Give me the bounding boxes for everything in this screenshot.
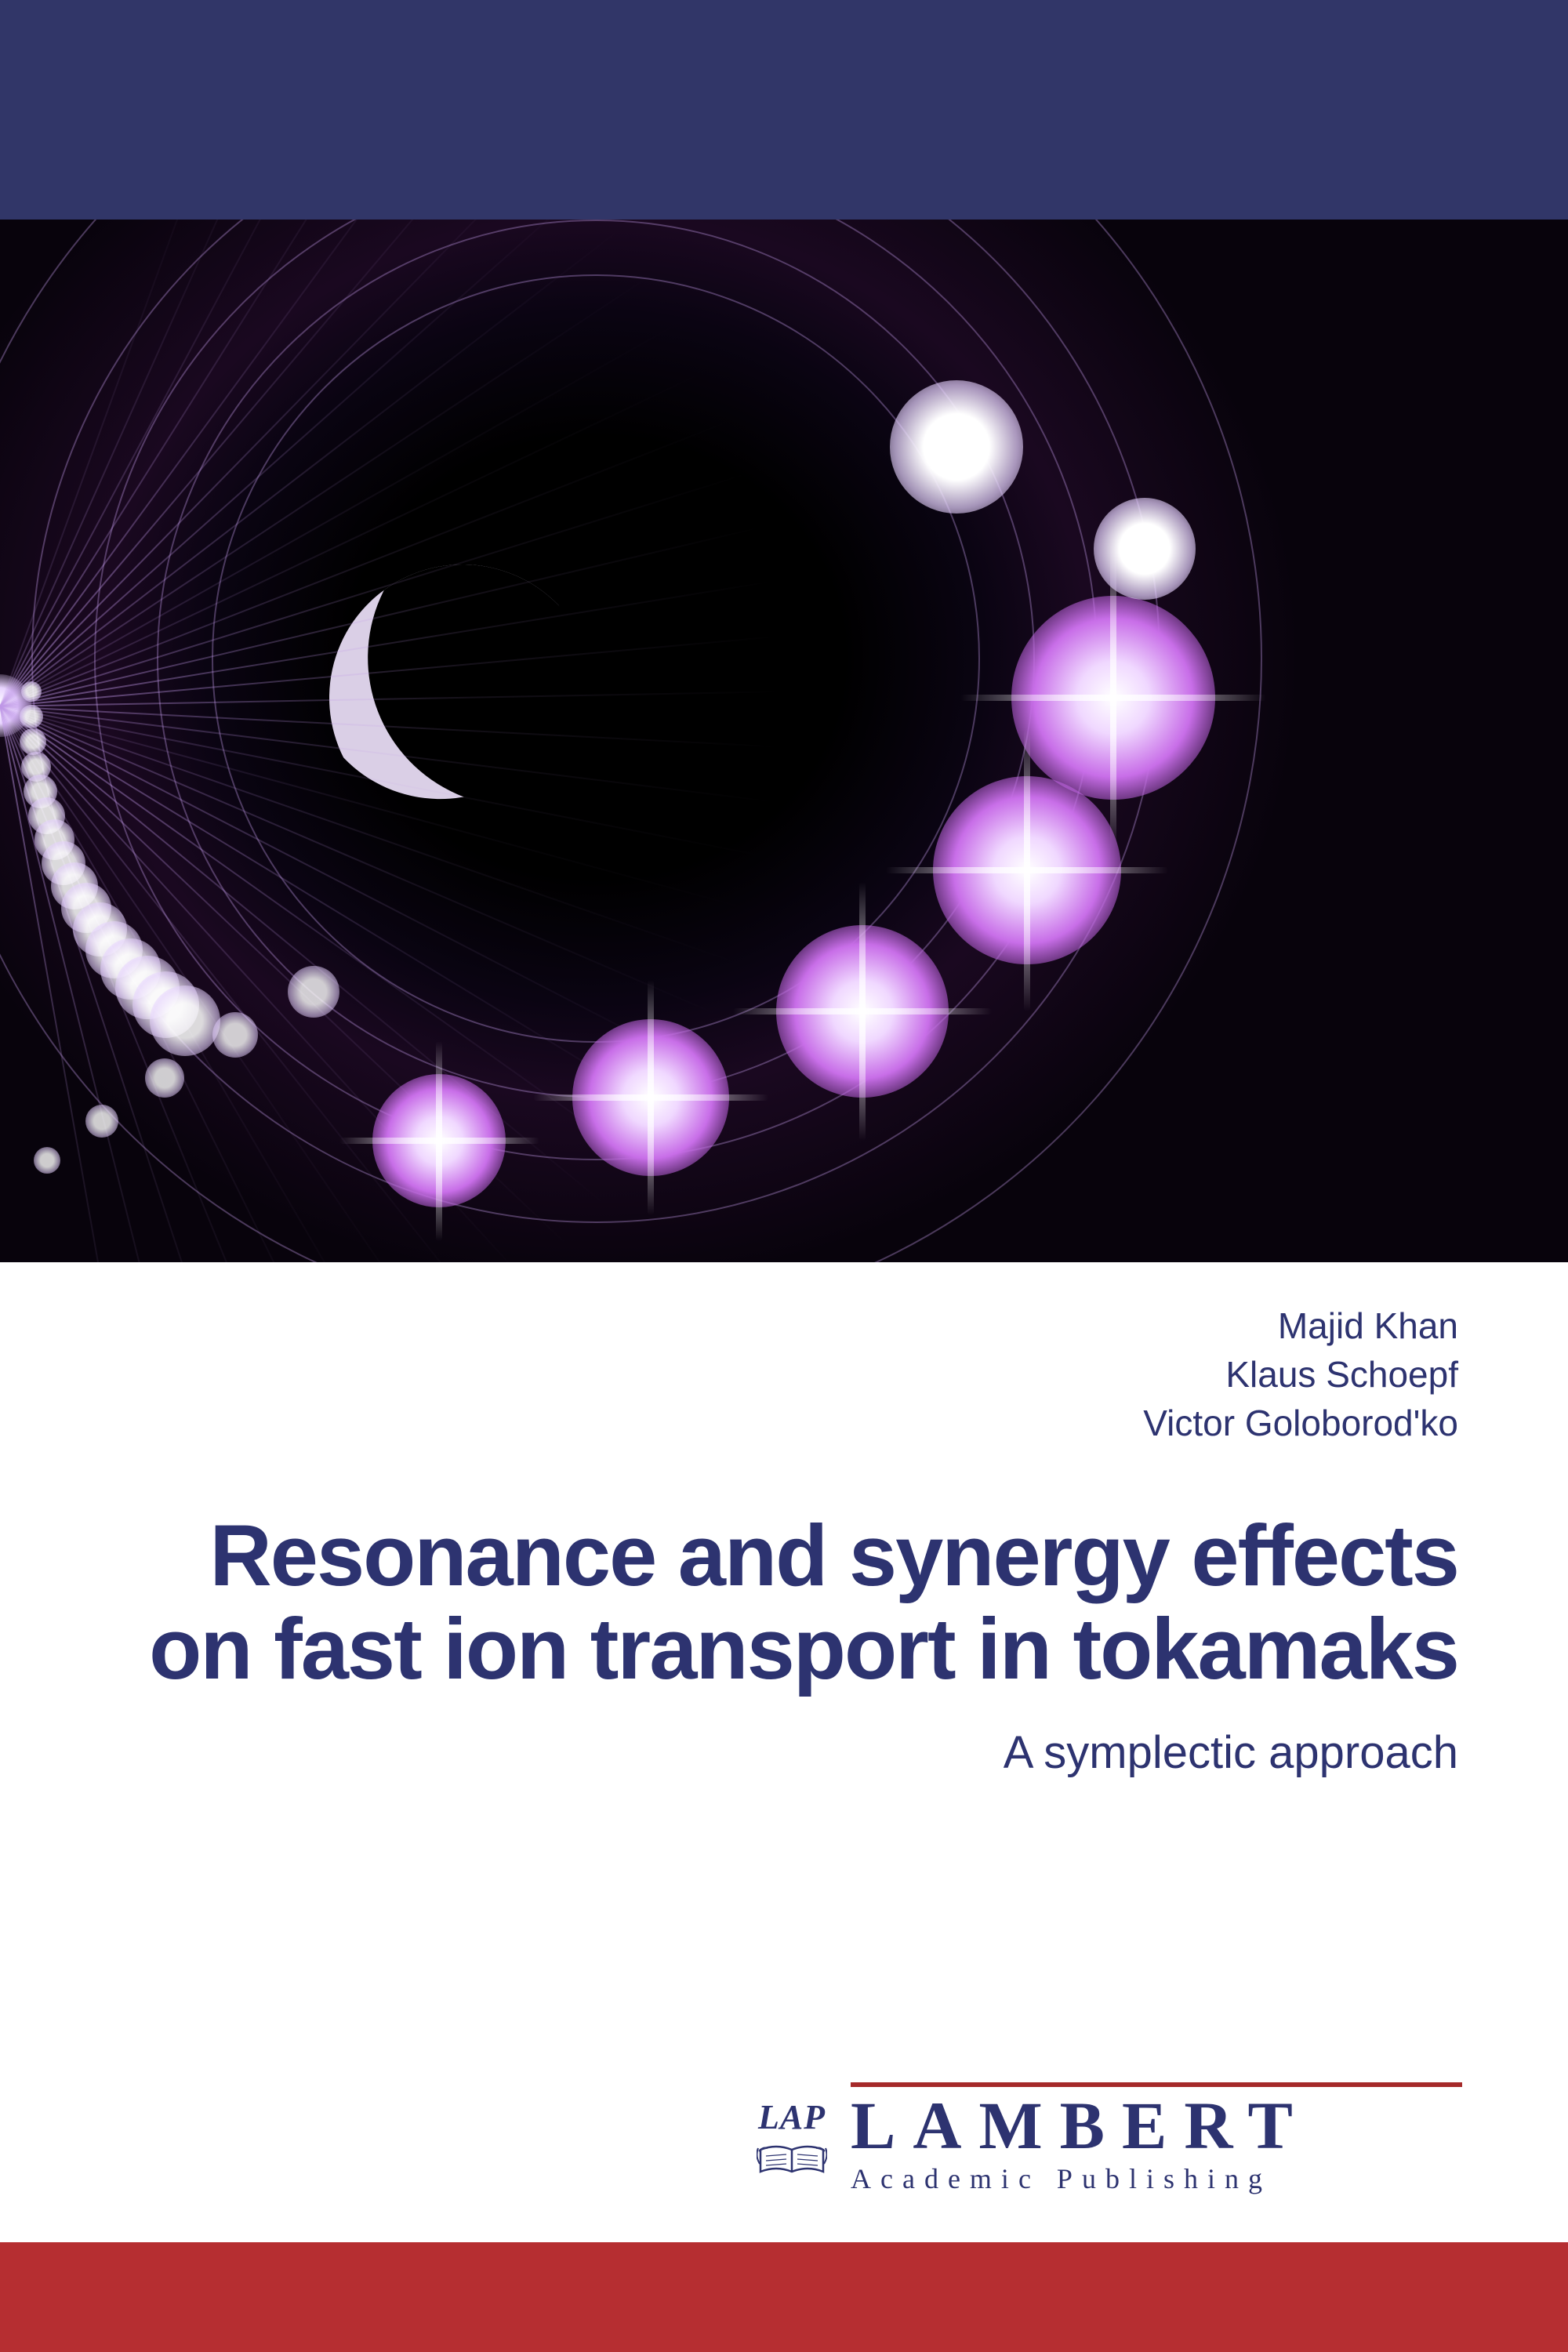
bottom-bar	[0, 2242, 1568, 2352]
book-subtitle: A symplectic approach	[94, 1726, 1458, 1779]
publisher-text: LAMBERT Academic Publishing	[851, 2082, 1462, 2195]
top-bar	[0, 0, 1568, 220]
book-title: Resonance and synergy effects on fast io…	[94, 1510, 1458, 1697]
publisher-logo: LAP	[757, 2097, 827, 2181]
publisher-logo-text: LAP	[758, 2097, 826, 2137]
authors: Majid Khan Klaus Schoepf Victor Goloboro…	[94, 1301, 1458, 1447]
author-2: Klaus Schoepf	[94, 1350, 1458, 1399]
publisher-block: LAP LAMBERT Academic Publishing	[757, 2082, 1462, 2195]
book-icon	[757, 2142, 827, 2181]
content-block: Majid Khan Klaus Schoepf Victor Goloboro…	[0, 1262, 1568, 1779]
publisher-rule-top	[851, 2082, 1462, 2087]
author-3: Victor Goloborod'ko	[94, 1399, 1458, 1447]
author-1: Majid Khan	[94, 1301, 1458, 1350]
publisher-name: LAMBERT	[851, 2092, 1462, 2159]
publisher-sub: Academic Publishing	[851, 2162, 1462, 2195]
cover-art	[0, 220, 1568, 1262]
